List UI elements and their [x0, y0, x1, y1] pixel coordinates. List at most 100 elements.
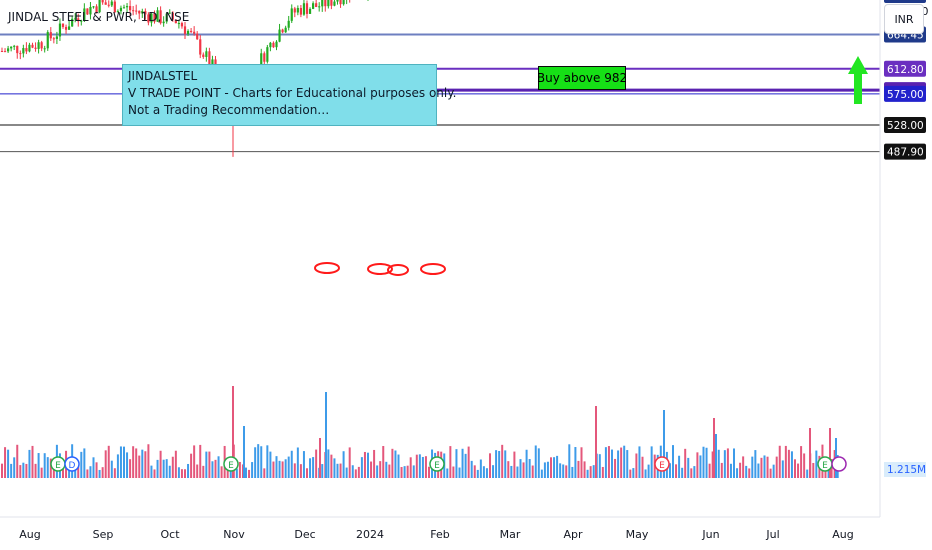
volume-bar [354, 469, 357, 478]
volume-bar [257, 444, 260, 478]
candle-body [177, 23, 180, 25]
candle-body [190, 30, 193, 32]
candle-body [162, 21, 165, 24]
candle-body [7, 48, 10, 52]
candle-body [138, 10, 141, 14]
volume-bar [794, 459, 796, 478]
event-marker-icon [654, 456, 670, 472]
volume-bar [601, 466, 604, 478]
volume-bar [647, 464, 650, 478]
candle-body [89, 6, 92, 15]
volume-bar [379, 461, 382, 478]
volume-bar [824, 467, 827, 478]
volume-bar [281, 461, 284, 478]
up-arrow-icon [848, 56, 868, 104]
volume-bar [123, 446, 125, 478]
candle-body [64, 26, 68, 30]
volume-bar [116, 454, 119, 478]
candle-body [107, 4, 110, 6]
volume-bar [412, 465, 415, 478]
candle-body [92, 6, 95, 8]
candle-body [183, 26, 187, 34]
volume-bar [174, 450, 177, 478]
x-tick-label: Mar [500, 528, 521, 541]
volume-bar [119, 446, 122, 478]
volume-bar [98, 469, 101, 478]
volume-bar [684, 448, 687, 478]
candle-body [327, 0, 330, 7]
volume-bar [49, 458, 52, 478]
volume-bar [492, 465, 495, 478]
candle-body [308, 8, 312, 14]
volume-bar [763, 455, 766, 478]
volume-bar [455, 449, 458, 478]
volume-bar [336, 463, 339, 478]
volume-bar [751, 456, 754, 478]
volume-bar [113, 468, 116, 478]
candle-body [122, 7, 126, 9]
candle-body [104, 2, 107, 5]
volume-bar [348, 447, 351, 478]
volume-bar [95, 462, 98, 478]
candle-body [269, 42, 272, 48]
candle-body [71, 18, 74, 27]
volume-bar [632, 468, 635, 478]
candle-body [98, 0, 101, 13]
currency-button[interactable]: INR [884, 4, 924, 34]
candle-body [52, 38, 55, 40]
volume-bar [629, 469, 632, 478]
volume-bar [43, 453, 46, 478]
candle-body [144, 11, 147, 15]
volume-bar [147, 444, 150, 478]
candle-body [68, 26, 71, 30]
volume-bar [126, 452, 129, 478]
candle-body [275, 41, 278, 48]
x-tick-label: Jul [765, 528, 779, 541]
volume-bar [787, 449, 790, 478]
candle-body [312, 3, 315, 9]
volume-bar [22, 462, 25, 478]
volume-bar [339, 463, 342, 478]
volume-bar [565, 465, 568, 478]
volume-bar [248, 469, 251, 478]
candle-body [22, 48, 25, 54]
volume-bar [766, 456, 769, 478]
volume-bar [760, 457, 763, 478]
volume-bar [278, 460, 281, 478]
volume-bar [528, 459, 531, 478]
volume-bar [464, 453, 467, 478]
volume-bar [376, 465, 379, 478]
volume-bar [556, 455, 559, 478]
candle-body [174, 19, 177, 24]
event-marker-letter: D [69, 461, 76, 471]
volume-bar [592, 465, 595, 478]
volume-bar [138, 455, 141, 478]
volume-bar [672, 445, 674, 478]
volume-bar [168, 465, 171, 478]
split-marker-icon [831, 456, 847, 472]
volume-bar [156, 459, 159, 478]
volume-bar [781, 460, 784, 478]
volume-bar [89, 466, 92, 478]
candle-body [55, 36, 58, 39]
volume-bar [266, 445, 269, 478]
volume-bar [717, 449, 720, 478]
candle-body [281, 29, 284, 33]
volume-bar [644, 469, 647, 478]
candle-body [159, 10, 162, 24]
volume-bar [501, 444, 504, 478]
volume-bar [516, 466, 519, 478]
volume-bar [388, 464, 391, 478]
volume-bar [708, 463, 711, 478]
volume-bar [330, 454, 333, 478]
volume-bar [86, 469, 89, 478]
volume-spike [713, 418, 715, 478]
volume-bar [550, 457, 552, 478]
volume-bar [193, 445, 196, 478]
volume-bar [415, 454, 418, 478]
volume-bar [391, 448, 394, 478]
volume-bar [583, 461, 586, 478]
volume-bar [638, 446, 641, 478]
candle-body [16, 45, 19, 54]
